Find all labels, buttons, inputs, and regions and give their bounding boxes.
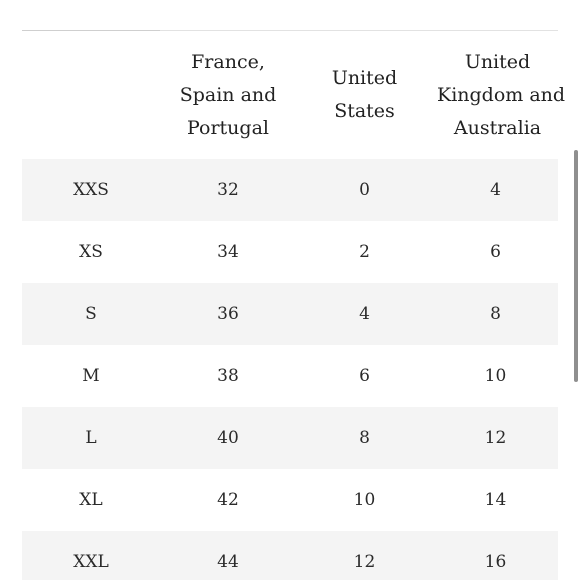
eu-size-cell: 38 bbox=[160, 345, 296, 407]
uk-size-cell: 8 bbox=[433, 283, 558, 345]
uk-size-cell: 14 bbox=[433, 469, 558, 531]
us-size-cell: 2 bbox=[296, 221, 433, 283]
table-row: XXL 44 12 16 bbox=[22, 531, 558, 580]
eu-size-cell: 40 bbox=[160, 407, 296, 469]
size-cell: S bbox=[22, 283, 160, 345]
uk-size-cell: 6 bbox=[433, 221, 558, 283]
table-header-row: France, Spain and Portugal United States… bbox=[22, 31, 565, 159]
uk-size-cell: 4 bbox=[433, 159, 558, 221]
us-size-cell: 10 bbox=[296, 469, 433, 531]
header-uk-australia-line-3: Australia bbox=[453, 116, 542, 139]
size-cell: XS bbox=[22, 221, 160, 283]
eu-size-cell: 44 bbox=[160, 531, 296, 580]
us-size-cell: 12 bbox=[296, 531, 433, 580]
uk-size-cell: 10 bbox=[433, 345, 558, 407]
us-size-cell: 0 bbox=[296, 159, 433, 221]
size-cell: XL bbox=[22, 469, 160, 531]
table-row: XS 34 2 6 bbox=[22, 221, 558, 283]
eu-size-cell: 36 bbox=[160, 283, 296, 345]
eu-size-cell: 34 bbox=[160, 221, 296, 283]
table-row: S 36 4 8 bbox=[22, 283, 558, 345]
eu-size-cell: 32 bbox=[160, 159, 296, 221]
table-row: XL 42 10 14 bbox=[22, 469, 558, 531]
size-cell: L bbox=[22, 407, 160, 469]
size-cell: XXL bbox=[22, 531, 160, 580]
header-france-spain-portugal: France, Spain and Portugal bbox=[179, 50, 277, 139]
table-row: L 40 8 12 bbox=[22, 407, 558, 469]
uk-size-cell: 12 bbox=[433, 407, 558, 469]
top-divider-accent bbox=[22, 30, 160, 31]
uk-size-cell: 16 bbox=[433, 531, 558, 580]
header-size bbox=[22, 31, 160, 159]
size-cell: XXS bbox=[22, 159, 160, 221]
us-size-cell: 8 bbox=[296, 407, 433, 469]
header-uk-australia-line-2: Kingdom and bbox=[437, 83, 566, 106]
scrollbar-thumb[interactable] bbox=[574, 150, 578, 382]
size-cell: M bbox=[22, 345, 160, 407]
header-uk-australia: United Kingdom and Australia bbox=[433, 31, 565, 159]
us-size-cell: 6 bbox=[296, 345, 433, 407]
table-row: M 38 6 10 bbox=[22, 345, 558, 407]
table-row: XXS 32 0 4 bbox=[22, 159, 558, 221]
scrollbar[interactable] bbox=[572, 0, 580, 580]
eu-size-cell: 42 bbox=[160, 469, 296, 531]
header-united-states: United States bbox=[331, 67, 398, 122]
top-divider bbox=[22, 30, 558, 31]
us-size-cell: 4 bbox=[296, 283, 433, 345]
size-conversion-table: France, Spain and Portugal United States… bbox=[22, 31, 565, 580]
header-uk-australia-line-1: United bbox=[464, 50, 531, 73]
